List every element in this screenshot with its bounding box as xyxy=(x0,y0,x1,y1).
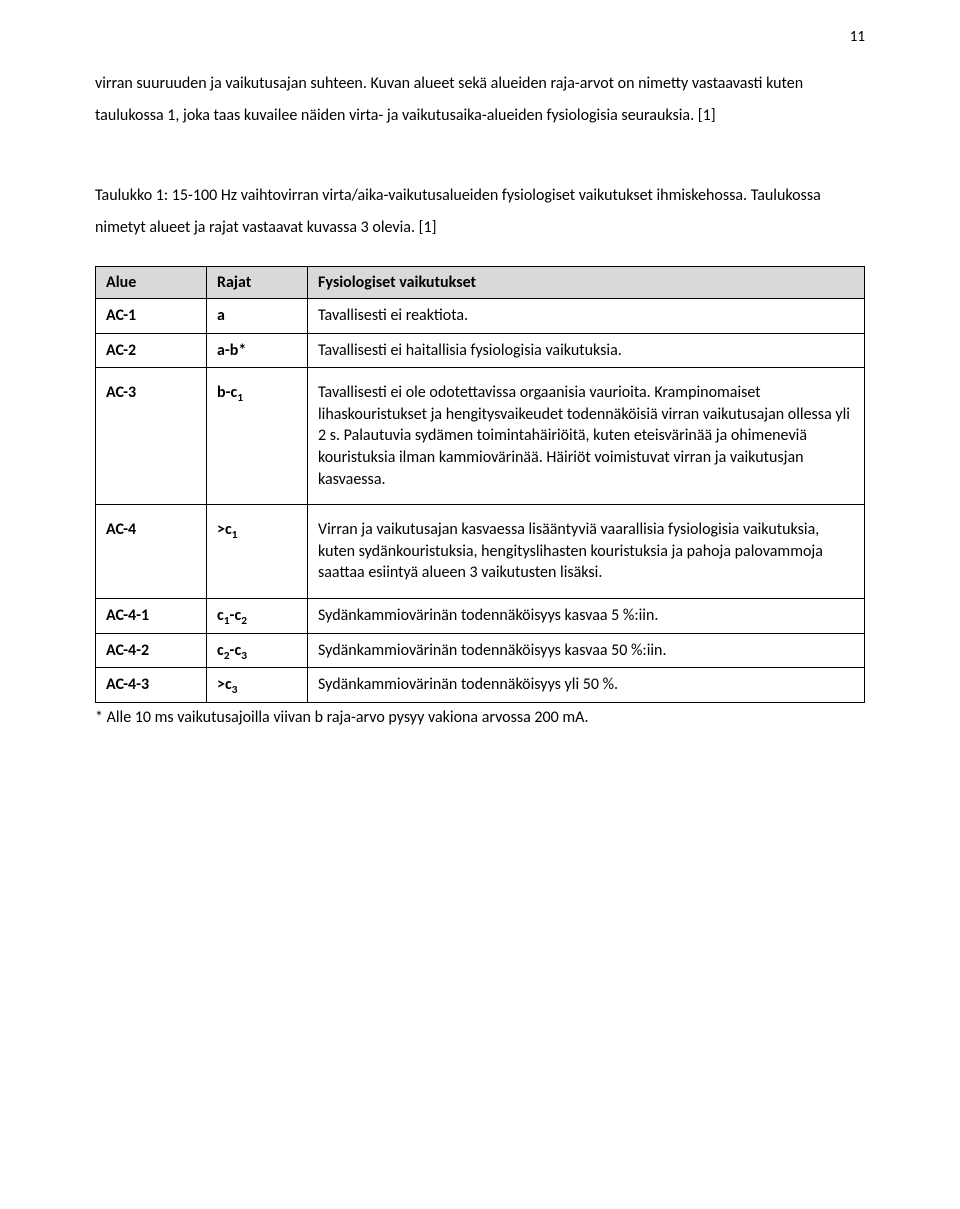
cell-alue: AC-4-1 xyxy=(96,598,207,633)
table-row: AC-4-2c2-c3Sydänkammiovärinän todennäköi… xyxy=(96,633,865,668)
table-row: AC-4>c1Virran ja vaikutusajan kasvaessa … xyxy=(96,505,865,599)
cell-desc: Sydänkammiovärinän todennäköisyys kasvaa… xyxy=(308,598,865,633)
cell-rajat: c2-c3 xyxy=(207,633,308,668)
table-header: Alue Rajat Fysiologiset vaikutukset xyxy=(96,267,865,299)
cell-desc: Sydänkammiovärinän todennäköisyys yli 50… xyxy=(308,668,865,703)
cell-alue: AC-4-2 xyxy=(96,633,207,668)
paragraph-continuation: virran suuruuden ja vaikutusajan suhteen… xyxy=(95,68,865,132)
table-row: AC-4-1c1-c2Sydänkammiovärinän todennäköi… xyxy=(96,598,865,633)
cell-desc: Tavallisesti ei reaktiota. xyxy=(308,299,865,334)
cell-desc: Virran ja vaikutusajan kasvaessa lisäänt… xyxy=(308,505,865,599)
cell-desc: Tavallisesti ei haitallisia fysiologisia… xyxy=(308,333,865,368)
cell-alue: AC-2 xyxy=(96,333,207,368)
col-header-vaikutukset: Fysiologiset vaikutukset xyxy=(308,267,865,299)
cell-alue: AC-3 xyxy=(96,368,207,505)
cell-rajat: a-b* xyxy=(207,333,308,368)
table-body: AC-1aTavallisesti ei reaktiota.AC-2a-b*T… xyxy=(96,299,865,703)
cell-rajat: >c1 xyxy=(207,505,308,599)
table-row: AC-2a-b*Tavallisesti ei haitallisia fysi… xyxy=(96,333,865,368)
cell-rajat: b-c1 xyxy=(207,368,308,505)
cell-rajat: c1-c2 xyxy=(207,598,308,633)
table-footnote: * Alle 10 ms vaikutusajoilla viivan b ra… xyxy=(95,707,865,729)
table-caption: Taulukko 1: 15-100 Hz vaihtovirran virta… xyxy=(95,180,865,244)
cell-rajat: >c3 xyxy=(207,668,308,703)
table-row: AC-3b-c1Tavallisesti ei ole odotettaviss… xyxy=(96,368,865,505)
page: 11 virran suuruuden ja vaikutusajan suht… xyxy=(0,0,960,1209)
cell-alue: AC-4-3 xyxy=(96,668,207,703)
table-row: AC-4-3>c3Sydänkammiovärinän todennäköisy… xyxy=(96,668,865,703)
cell-desc: Tavallisesti ei ole odotettavissa orgaan… xyxy=(308,368,865,505)
physiological-effects-table: Alue Rajat Fysiologiset vaikutukset AC-1… xyxy=(95,266,865,703)
cell-rajat: a xyxy=(207,299,308,334)
page-number: 11 xyxy=(850,28,865,46)
col-header-rajat: Rajat xyxy=(207,267,308,299)
cell-alue: AC-4 xyxy=(96,505,207,599)
col-header-alue: Alue xyxy=(96,267,207,299)
cell-desc: Sydänkammiovärinän todennäköisyys kasvaa… xyxy=(308,633,865,668)
table-row: AC-1aTavallisesti ei reaktiota. xyxy=(96,299,865,334)
cell-alue: AC-1 xyxy=(96,299,207,334)
